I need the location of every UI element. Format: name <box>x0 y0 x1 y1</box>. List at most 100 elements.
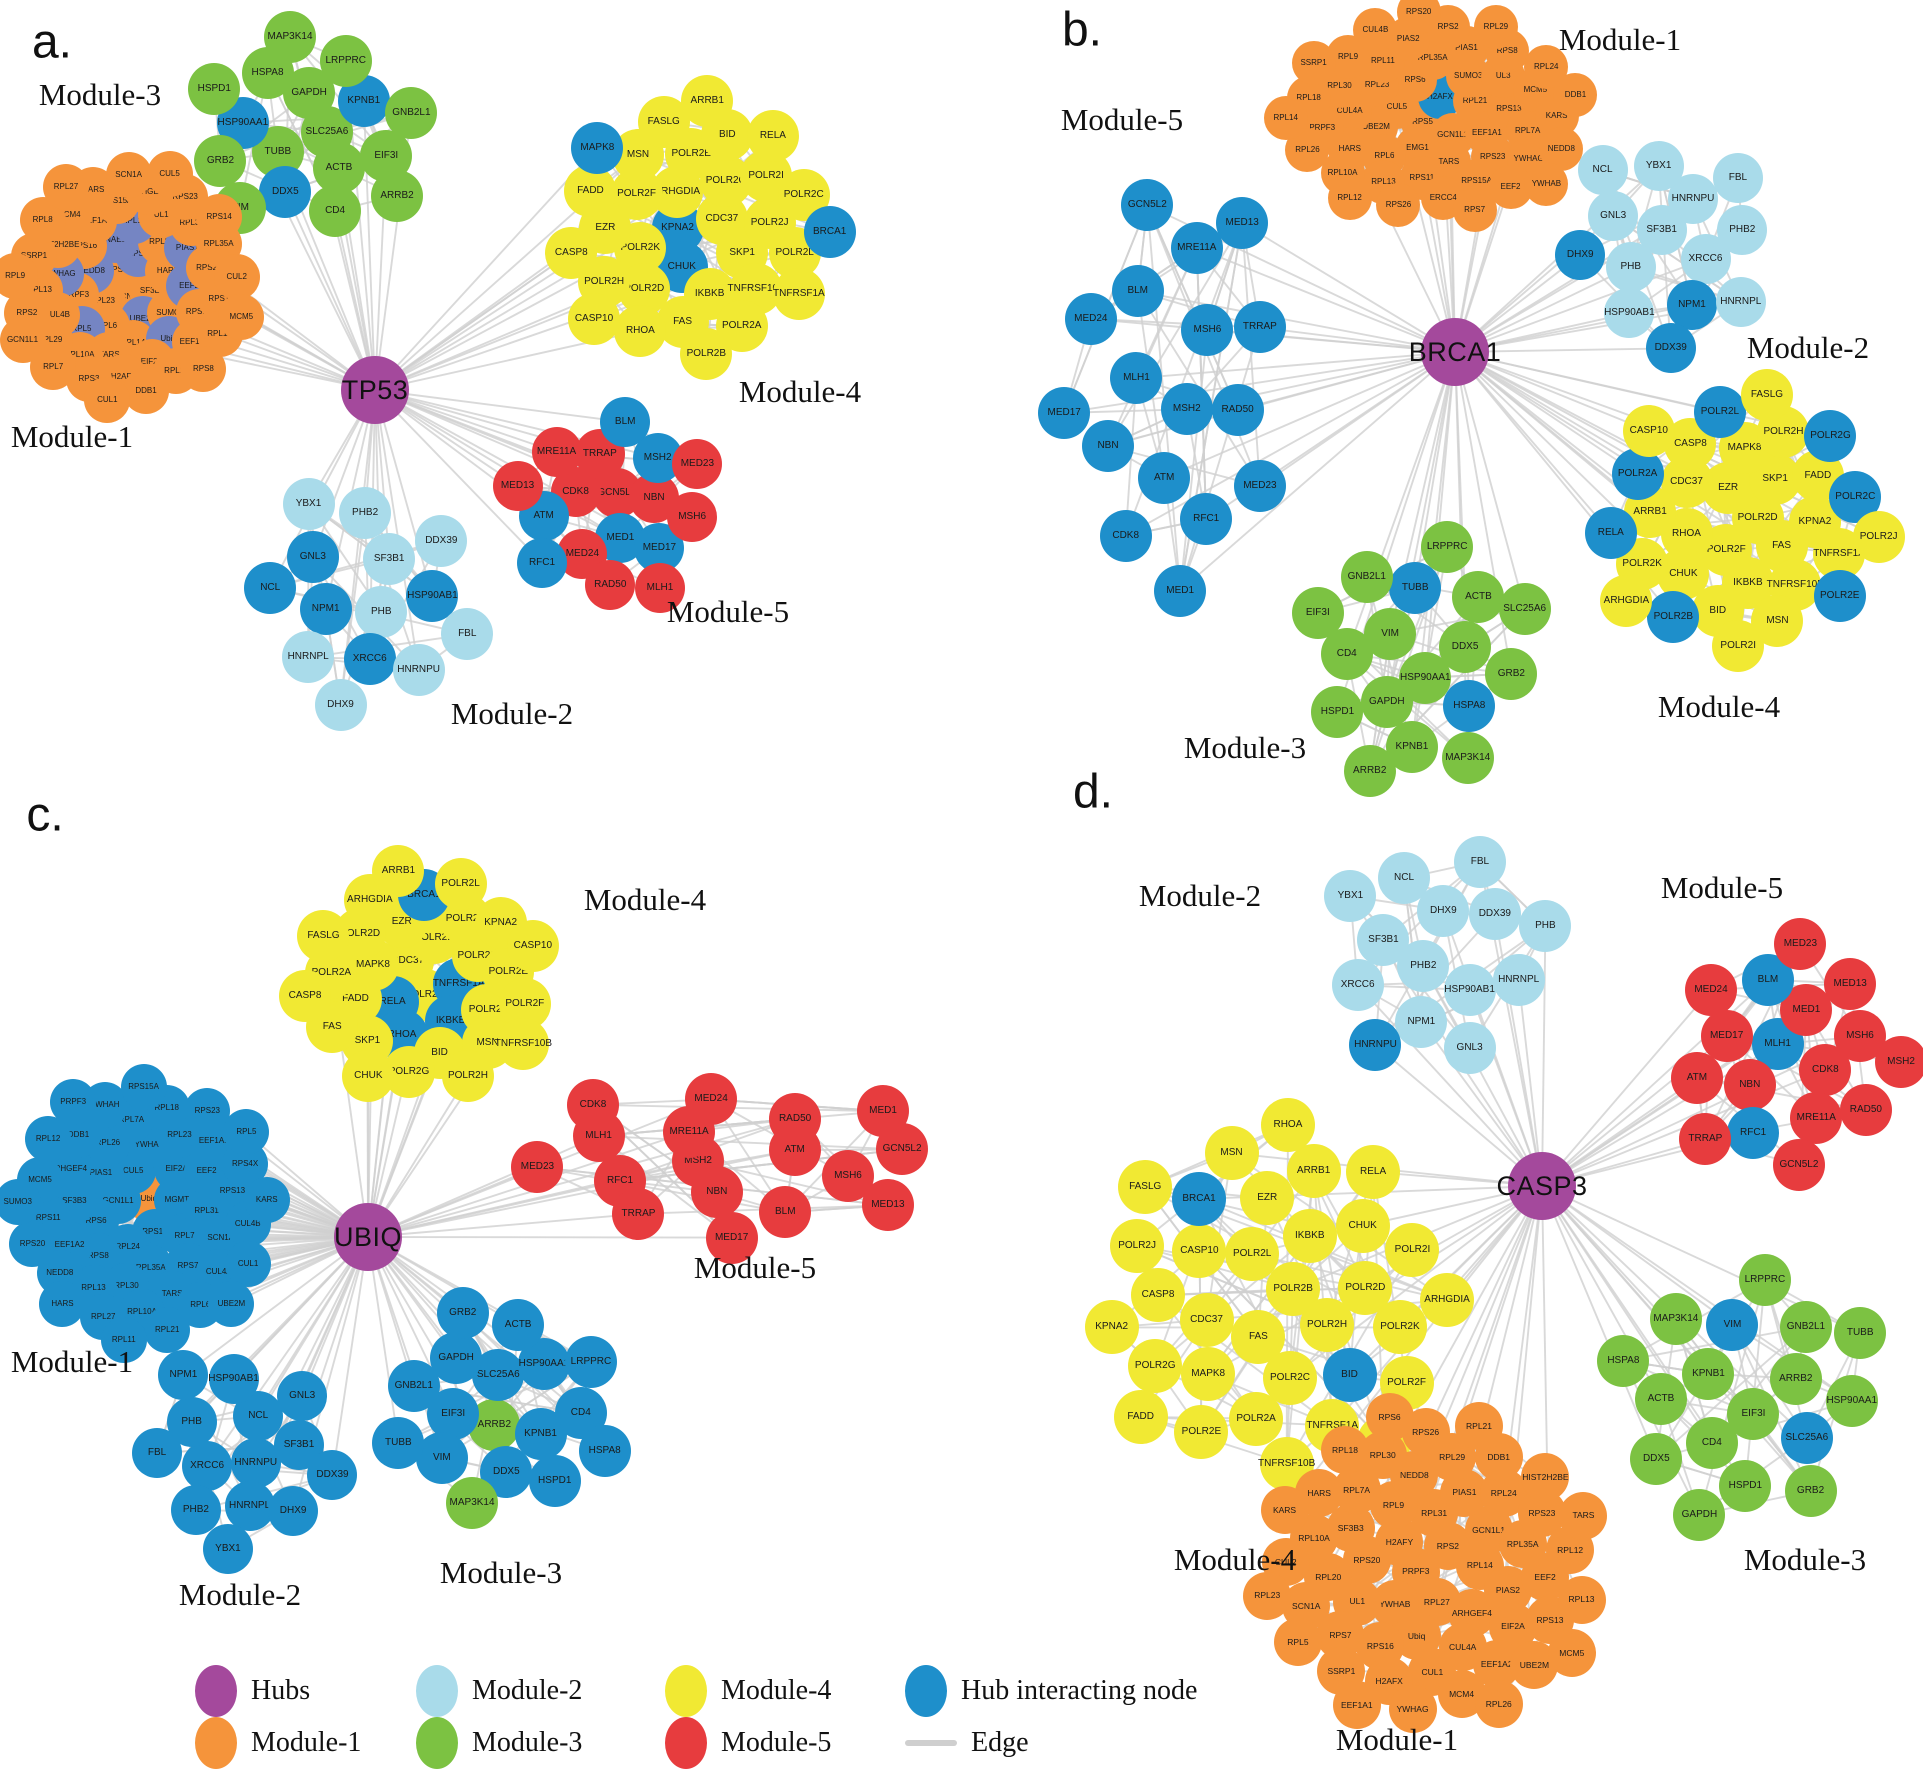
node-CD4[interactable]: CD4 <box>309 184 362 237</box>
node-CASP10[interactable]: CASP10 <box>506 920 559 973</box>
node-PHB[interactable]: PHB <box>1605 241 1656 292</box>
node-TUBB[interactable]: TUBB <box>1834 1307 1887 1360</box>
node-RPL5[interactable]: RPL5 <box>223 1109 270 1156</box>
node-EZR[interactable]: EZR <box>1240 1171 1295 1226</box>
node-SLC25A6[interactable]: SLC25A6 <box>1498 582 1551 635</box>
node-KARS[interactable]: KARS <box>243 1176 290 1223</box>
node-DDX39[interactable]: DDX39 <box>415 514 468 567</box>
node-ATM[interactable]: ATM <box>1670 1052 1723 1105</box>
node-MRE11A[interactable]: MRE11A <box>531 427 582 478</box>
node-MED23[interactable]: MED23 <box>1774 918 1827 971</box>
node-CHUK[interactable]: CHUK <box>342 1049 395 1102</box>
node-CDK8[interactable]: CDK8 <box>1099 509 1152 562</box>
node-RFC1[interactable]: RFC1 <box>1727 1106 1780 1159</box>
node-CASP10[interactable]: CASP10 <box>1172 1223 1227 1278</box>
node-MAP3K14[interactable]: MAP3K14 <box>264 11 316 64</box>
node-ARRB1[interactable]: ARRB1 <box>1286 1144 1341 1199</box>
node-DHX9[interactable]: DHX9 <box>1555 229 1606 280</box>
node-RAD50[interactable]: RAD50 <box>1839 1084 1892 1137</box>
node-PHB2[interactable]: PHB2 <box>1717 205 1768 256</box>
node-MSH6[interactable]: MSH6 <box>667 491 718 542</box>
node-RPL29[interactable]: RPL29 <box>1473 5 1518 49</box>
node-MCM5[interactable]: MCM5 <box>218 294 265 341</box>
node-GCN5L2[interactable]: GCN5L2 <box>1121 179 1174 232</box>
node-DHX9[interactable]: DHX9 <box>268 1486 319 1537</box>
node-CDK8[interactable]: CDK8 <box>566 1078 619 1131</box>
node-CD4[interactable]: CD4 <box>1685 1417 1738 1470</box>
node-POLR2E[interactable]: POLR2E <box>1813 569 1866 622</box>
node-GNB2L1[interactable]: GNB2L1 <box>1779 1300 1832 1353</box>
node-FASLG[interactable]: FASLG <box>297 910 350 963</box>
node-RPS15A[interactable]: RPS15A <box>120 1063 167 1110</box>
node-MED24[interactable]: MED24 <box>685 1073 738 1126</box>
node-POLR2H[interactable]: POLR2H <box>441 1049 494 1102</box>
node-HSP90AB1[interactable]: HSP90AB1 <box>1443 963 1496 1016</box>
node-MED1[interactable]: MED1 <box>1154 564 1207 617</box>
node-LRPPRC[interactable]: LRPPRC <box>1421 521 1474 574</box>
node-POLR2L[interactable]: POLR2L <box>434 857 487 910</box>
node-CD4[interactable]: CD4 <box>1320 628 1373 681</box>
node-GCN5L2[interactable]: GCN5L2 <box>1772 1138 1825 1191</box>
node-DDX39[interactable]: DDX39 <box>1645 323 1696 374</box>
node-VIM[interactable]: VIM <box>1706 1298 1759 1351</box>
node-MSH2[interactable]: MSH2 <box>1160 383 1213 436</box>
node-HSP90AB1[interactable]: HSP90AB1 <box>208 1353 259 1404</box>
node-MED17[interactable]: MED17 <box>1700 1009 1753 1062</box>
node-TARS[interactable]: TARS <box>1559 1491 1608 1540</box>
node-FBL[interactable]: FBL <box>1712 152 1763 203</box>
node-CASP8[interactable]: CASP8 <box>545 226 598 279</box>
node-POLR2B[interactable]: POLR2B <box>1647 590 1700 643</box>
node-BRCA1[interactable]: BRCA1 <box>1172 1171 1227 1226</box>
node-GAPDH[interactable]: GAPDH <box>1360 675 1413 728</box>
node-SF3B1[interactable]: SF3B1 <box>363 532 416 585</box>
node-DDX5[interactable]: DDX5 <box>259 165 312 218</box>
node-TUBB[interactable]: TUBB <box>372 1417 425 1470</box>
node-PHB[interactable]: PHB <box>1519 900 1572 952</box>
node-RPS7[interactable]: RPS7 <box>1452 188 1497 233</box>
node-BID[interactable]: BID <box>1322 1348 1377 1403</box>
node-MED24[interactable]: MED24 <box>1685 963 1738 1016</box>
node-ARRB1[interactable]: ARRB1 <box>681 75 734 128</box>
node-RPS26[interactable]: RPS26 <box>1376 182 1421 227</box>
node-NBN[interactable]: NBN <box>1723 1059 1776 1112</box>
node-MED13[interactable]: MED13 <box>1824 957 1877 1010</box>
hub-node-CASP3[interactable]: CASP3 <box>1496 1152 1587 1220</box>
node-HSPD1[interactable]: HSPD1 <box>188 62 241 115</box>
node-DDX5[interactable]: DDX5 <box>1439 620 1492 673</box>
node-HSPA8[interactable]: HSPA8 <box>1443 679 1496 732</box>
node-POLR2J[interactable]: POLR2J <box>1852 510 1905 563</box>
node-DDB1[interactable]: DDB1 <box>123 368 170 415</box>
node-NPM1[interactable]: NPM1 <box>1666 280 1717 331</box>
node-RHOA[interactable]: RHOA <box>1260 1097 1315 1152</box>
node-ACTB[interactable]: ACTB <box>1452 571 1505 624</box>
node-ARRB2[interactable]: ARRB2 <box>1769 1352 1822 1405</box>
node-NPM1[interactable]: NPM1 <box>299 582 352 635</box>
node-UBE2M[interactable]: UBE2M <box>208 1281 255 1328</box>
node-NPM1[interactable]: NPM1 <box>158 1350 209 1401</box>
node-POLR2L[interactable]: POLR2L <box>1225 1226 1280 1281</box>
node-XRCC6[interactable]: XRCC6 <box>343 632 396 685</box>
node-RELA[interactable]: RELA <box>746 110 799 163</box>
node-NCL[interactable]: NCL <box>244 561 297 614</box>
node-POLR2B[interactable]: POLR2B <box>680 328 733 381</box>
node-DDX5[interactable]: DDX5 <box>1630 1432 1683 1485</box>
node-ARHGDIA[interactable]: ARHGDIA <box>1420 1273 1475 1328</box>
node-TRRAP[interactable]: TRRAP <box>1233 301 1286 354</box>
node-RFC1[interactable]: RFC1 <box>517 537 568 588</box>
node-CHUK[interactable]: CHUK <box>1335 1198 1390 1253</box>
node-RAD50[interactable]: RAD50 <box>769 1092 822 1145</box>
node-MAP3K14[interactable]: MAP3K14 <box>1649 1293 1702 1346</box>
node-ARHGDIA[interactable]: ARHGDIA <box>1600 575 1653 628</box>
node-GAPDH[interactable]: GAPDH <box>1673 1488 1726 1541</box>
node-IKBKB[interactable]: IKBKB <box>1282 1208 1337 1263</box>
node-KPNA2[interactable]: KPNA2 <box>1084 1300 1139 1355</box>
node-ARRB2[interactable]: ARRB2 <box>1343 744 1396 797</box>
node-HARS[interactable]: HARS <box>39 1281 86 1328</box>
node-POLR2L[interactable]: POLR2L <box>1693 386 1746 439</box>
node-CASP8[interactable]: CASP8 <box>279 970 332 1023</box>
node-POLR2G[interactable]: POLR2G <box>1804 410 1857 463</box>
node-GNL3[interactable]: GNL3 <box>286 531 339 584</box>
node-TRRAP[interactable]: TRRAP <box>1679 1113 1732 1166</box>
node-HSPD1[interactable]: HSPD1 <box>528 1455 581 1508</box>
node-RFC1[interactable]: RFC1 <box>1180 493 1233 546</box>
